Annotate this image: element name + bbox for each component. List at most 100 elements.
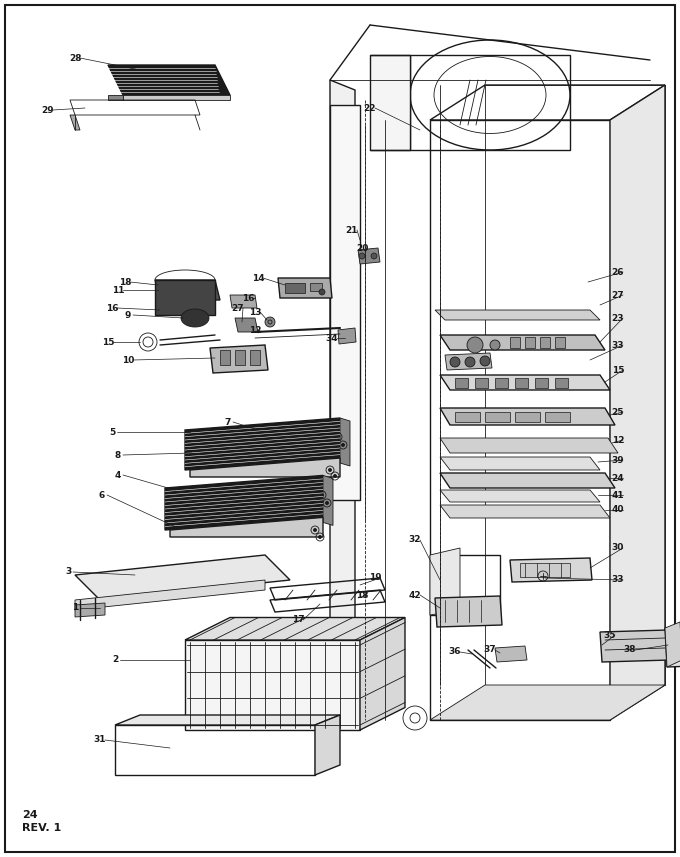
- Text: 16: 16: [242, 293, 254, 303]
- Text: 19: 19: [369, 573, 381, 583]
- Polygon shape: [70, 115, 80, 130]
- Polygon shape: [440, 473, 615, 488]
- Ellipse shape: [181, 309, 209, 327]
- Text: 11: 11: [112, 285, 124, 295]
- Polygon shape: [665, 622, 680, 667]
- Polygon shape: [360, 618, 405, 730]
- Text: 37: 37: [483, 645, 496, 655]
- Text: 7: 7: [225, 417, 231, 427]
- Circle shape: [465, 357, 475, 367]
- Text: 9: 9: [125, 310, 131, 320]
- Polygon shape: [358, 248, 380, 264]
- Text: 14: 14: [252, 273, 265, 283]
- Polygon shape: [440, 335, 605, 350]
- Text: 28: 28: [69, 53, 81, 63]
- Text: 20: 20: [356, 243, 368, 253]
- Polygon shape: [338, 328, 356, 344]
- Polygon shape: [250, 350, 260, 365]
- Polygon shape: [235, 350, 245, 365]
- Text: 27: 27: [232, 303, 244, 313]
- Polygon shape: [600, 630, 670, 662]
- Text: 40: 40: [612, 506, 624, 514]
- Polygon shape: [278, 278, 332, 298]
- Polygon shape: [435, 310, 600, 320]
- Polygon shape: [495, 646, 527, 662]
- Polygon shape: [155, 280, 215, 315]
- Circle shape: [265, 317, 275, 327]
- Polygon shape: [330, 80, 355, 730]
- Polygon shape: [440, 457, 600, 470]
- Bar: [285, 283, 305, 293]
- Polygon shape: [545, 412, 570, 422]
- Text: 33: 33: [612, 340, 624, 350]
- Text: 39: 39: [612, 456, 624, 464]
- Text: 3: 3: [65, 567, 71, 577]
- Polygon shape: [510, 558, 592, 582]
- Polygon shape: [555, 337, 565, 348]
- Text: 24: 24: [612, 474, 624, 482]
- Text: 32: 32: [409, 536, 421, 544]
- Polygon shape: [210, 345, 268, 373]
- Text: 18: 18: [119, 278, 131, 286]
- Polygon shape: [155, 280, 220, 300]
- Polygon shape: [440, 408, 615, 425]
- Polygon shape: [440, 490, 600, 502]
- Text: 24: 24: [22, 810, 37, 820]
- Polygon shape: [540, 337, 550, 348]
- Text: 15: 15: [102, 338, 114, 346]
- Text: 29: 29: [41, 105, 54, 115]
- Polygon shape: [315, 715, 340, 775]
- Circle shape: [480, 356, 490, 366]
- Polygon shape: [445, 353, 492, 370]
- Circle shape: [341, 444, 345, 446]
- Polygon shape: [220, 350, 230, 365]
- Polygon shape: [185, 418, 340, 470]
- Polygon shape: [108, 95, 123, 100]
- Text: 16: 16: [106, 303, 118, 313]
- Text: 27: 27: [612, 291, 624, 299]
- Text: 5: 5: [109, 428, 115, 436]
- Polygon shape: [235, 318, 258, 332]
- Polygon shape: [123, 95, 230, 100]
- Polygon shape: [665, 626, 680, 667]
- Polygon shape: [440, 438, 618, 453]
- Polygon shape: [475, 378, 488, 388]
- Polygon shape: [495, 378, 508, 388]
- Text: 38: 38: [624, 645, 636, 655]
- Bar: [310, 283, 322, 291]
- Text: 33: 33: [612, 576, 624, 584]
- Circle shape: [337, 435, 339, 439]
- Text: 22: 22: [364, 104, 376, 112]
- Text: 18: 18: [356, 590, 369, 600]
- Polygon shape: [108, 65, 230, 95]
- Text: 35: 35: [604, 631, 616, 639]
- Polygon shape: [75, 555, 290, 600]
- Polygon shape: [185, 618, 405, 640]
- Circle shape: [450, 357, 460, 367]
- Circle shape: [467, 337, 483, 353]
- Polygon shape: [485, 412, 510, 422]
- Circle shape: [490, 340, 500, 350]
- Text: 21: 21: [345, 225, 358, 235]
- Text: 41: 41: [612, 490, 624, 500]
- Text: 6: 6: [99, 490, 105, 500]
- Text: 10: 10: [122, 356, 134, 364]
- Polygon shape: [430, 685, 665, 720]
- Polygon shape: [170, 518, 323, 537]
- Circle shape: [333, 475, 337, 477]
- Polygon shape: [455, 378, 468, 388]
- Text: 4: 4: [115, 470, 121, 480]
- Polygon shape: [75, 600, 100, 610]
- Circle shape: [326, 501, 328, 505]
- Text: 31: 31: [94, 735, 106, 745]
- Polygon shape: [75, 580, 265, 610]
- Text: 36: 36: [449, 648, 461, 656]
- Text: 23: 23: [612, 314, 624, 322]
- Text: 12: 12: [249, 326, 261, 334]
- Polygon shape: [323, 476, 333, 525]
- Text: 1: 1: [72, 603, 78, 613]
- Circle shape: [359, 253, 365, 259]
- Bar: [520, 563, 570, 577]
- Polygon shape: [435, 596, 502, 627]
- Polygon shape: [440, 505, 610, 518]
